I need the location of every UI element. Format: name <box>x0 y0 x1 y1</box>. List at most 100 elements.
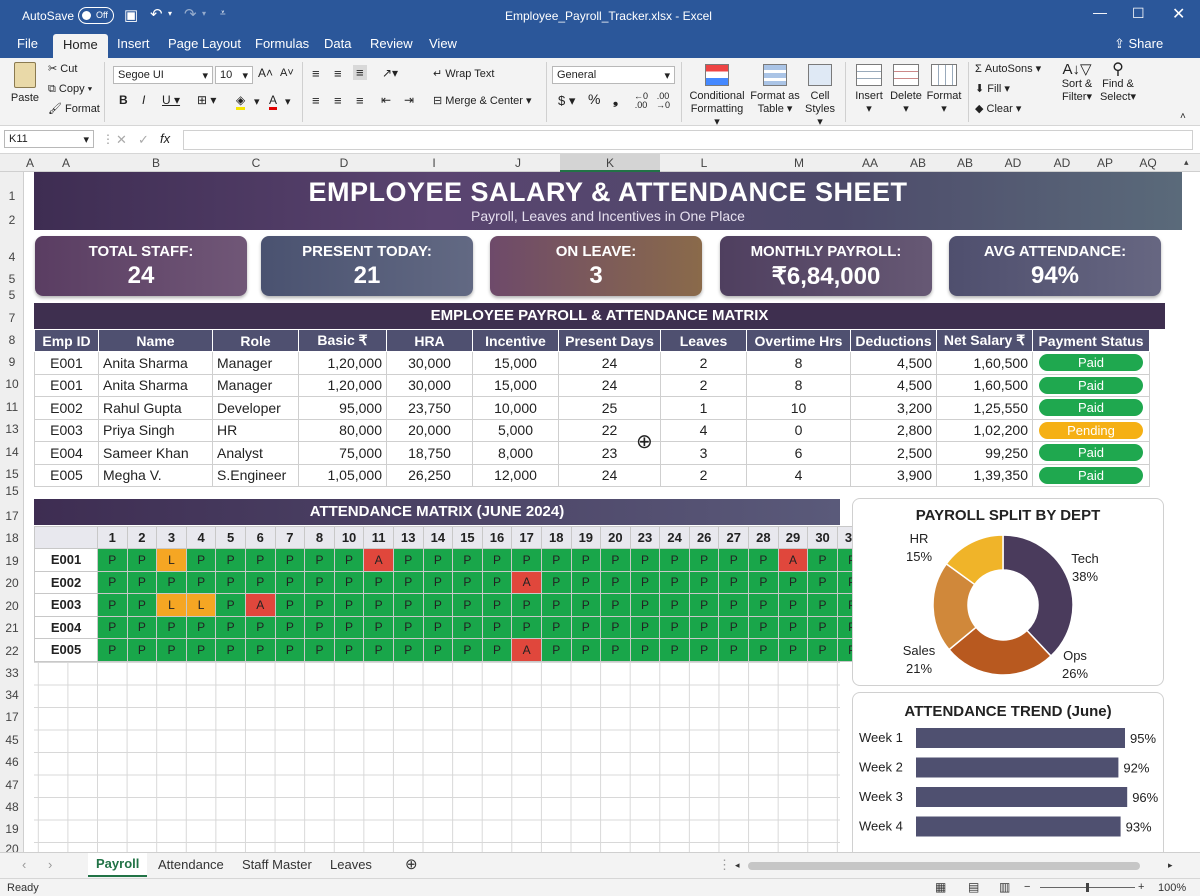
table-cell[interactable]: Rahul Gupta <box>98 396 213 420</box>
attendance-cell[interactable]: P <box>511 548 542 572</box>
table-cell[interactable]: 15,000 <box>472 351 559 375</box>
decrease-indent-icon[interactable]: ⇤ <box>381 93 392 107</box>
employee-id[interactable]: E002 <box>34 570 98 594</box>
table-cell[interactable]: E005 <box>34 463 99 487</box>
attendance-cell[interactable]: P <box>718 548 750 572</box>
tab-page-layout[interactable]: Page Layout <box>168 36 242 51</box>
attendance-cell[interactable]: P <box>600 548 631 572</box>
attendance-cell[interactable]: P <box>333 570 365 594</box>
attendance-cell[interactable]: P <box>274 570 306 594</box>
attendance-cell[interactable]: P <box>659 593 690 617</box>
attendance-cell[interactable]: P <box>570 638 602 662</box>
attendance-cell[interactable]: P <box>540 615 572 639</box>
table-cell[interactable]: 2 <box>660 463 747 487</box>
tab-formulas[interactable]: Formulas <box>255 36 310 51</box>
attendance-cell[interactable]: P <box>777 615 809 639</box>
row-header[interactable]: 45 <box>5 733 19 747</box>
row-header[interactable]: 33 <box>5 666 19 680</box>
align-top-icon[interactable]: ≡ <box>312 66 320 81</box>
page-break-icon[interactable]: ▥ <box>999 880 1011 894</box>
attendance-cell[interactable]: P <box>274 638 306 662</box>
status-badge-cell[interactable]: Paid <box>1032 441 1150 465</box>
attendance-cell[interactable]: P <box>659 548 690 572</box>
attendance-cell[interactable]: P <box>215 615 246 639</box>
attendance-cell[interactable]: P <box>97 593 128 617</box>
table-cell[interactable]: 1,20,000 <box>298 351 387 375</box>
table-cell[interactable]: 15,000 <box>472 373 559 397</box>
attendance-cell[interactable]: P <box>807 570 838 594</box>
attendance-cell[interactable]: P <box>422 638 454 662</box>
table-cell[interactable]: Megha V. <box>98 463 213 487</box>
table-cell[interactable]: 3 <box>660 441 747 465</box>
merge-center-button[interactable]: ⊟ Merge & Center ▾ <box>433 95 532 107</box>
table-cell[interactable]: 2,500 <box>850 441 937 465</box>
row-header[interactable]: 8 <box>8 333 16 347</box>
attendance-cell[interactable]: P <box>688 593 720 617</box>
attendance-cell[interactable]: P <box>185 548 217 572</box>
row-header[interactable]: 17 <box>5 710 19 724</box>
attendance-cell[interactable]: P <box>126 638 158 662</box>
trend-bar[interactable] <box>916 728 1125 748</box>
bold-icon[interactable]: B <box>119 93 128 107</box>
attendance-cell[interactable]: P <box>748 615 779 639</box>
attendance-cell[interactable]: A <box>777 548 809 572</box>
sheet-tab-payroll[interactable]: Payroll <box>88 853 148 877</box>
table-cell[interactable]: Developer <box>212 396 299 420</box>
worksheet[interactable]: EMPLOYEE SALARY & ATTENDANCE SHEET Payro… <box>24 172 1200 852</box>
attendance-cell[interactable]: P <box>629 638 661 662</box>
attendance-cell[interactable]: P <box>777 593 809 617</box>
orientation-icon[interactable]: ↗▾ <box>382 66 399 80</box>
fill-button[interactable]: ⬇ Fill ▾ <box>975 83 1010 95</box>
attendance-cell[interactable]: P <box>244 570 276 594</box>
attendance-cell[interactable]: P <box>570 615 602 639</box>
table-cell[interactable]: 30,000 <box>386 351 473 375</box>
table-cell[interactable]: 3,200 <box>850 396 937 420</box>
row-header[interactable]: 9 <box>8 355 16 369</box>
column-header[interactable]: AQ <box>1139 156 1157 170</box>
attendance-cell[interactable]: A <box>244 593 276 617</box>
attendance-cell[interactable]: P <box>629 570 661 594</box>
attendance-cell[interactable]: P <box>126 570 158 594</box>
delete-cells-button[interactable]: Delete ▾ <box>889 64 923 116</box>
status-badge-cell[interactable]: Paid <box>1032 351 1150 375</box>
align-middle-icon[interactable]: ≡ <box>334 66 342 81</box>
attendance-cell[interactable]: P <box>274 548 306 572</box>
number-format-select[interactable]: General ▾ <box>552 66 675 84</box>
attendance-cell[interactable]: P <box>481 615 513 639</box>
attendance-cell[interactable]: P <box>215 593 246 617</box>
attendance-cell[interactable]: P <box>600 638 631 662</box>
row-header[interactable]: 22 <box>5 644 19 658</box>
attendance-cell[interactable]: P <box>452 570 483 594</box>
sheet-tab-leaves[interactable]: Leaves <box>330 857 372 872</box>
format-cells-button[interactable]: Format ▾ <box>926 64 962 116</box>
attendance-cell[interactable]: P <box>126 615 158 639</box>
tab-view[interactable]: View <box>429 36 457 51</box>
table-cell[interactable]: 4 <box>746 463 851 487</box>
customize-qat-icon[interactable]: ⩡ <box>220 8 226 19</box>
minimize-icon[interactable]: — <box>1093 4 1107 20</box>
attendance-cell[interactable]: P <box>452 593 483 617</box>
table-cell[interactable]: 75,000 <box>298 441 387 465</box>
cancel-icon[interactable]: ✕ <box>116 132 127 147</box>
page-layout-icon[interactable]: ▤ <box>968 880 980 894</box>
normal-view-icon[interactable]: ▦ <box>935 880 947 894</box>
table-cell[interactable]: 1,25,550 <box>936 396 1033 420</box>
table-cell[interactable]: Manager <box>212 351 299 375</box>
undo-dropdown-icon[interactable]: ▾ <box>168 9 173 18</box>
table-cell[interactable]: HR <box>212 418 299 442</box>
copy-button[interactable]: ⧉ Copy ▾ <box>48 83 93 95</box>
add-sheet-icon[interactable]: ⊕ <box>405 856 418 873</box>
attendance-cell[interactable]: P <box>481 570 513 594</box>
sheet-tab-attendance[interactable]: Attendance <box>158 857 224 872</box>
percent-icon[interactable]: % <box>588 91 601 107</box>
attendance-cell[interactable]: P <box>718 638 750 662</box>
decrease-font-icon[interactable]: A˅ <box>280 67 294 79</box>
zoom-out-icon[interactable]: − <box>1024 881 1031 893</box>
table-cell[interactable]: 23 <box>558 441 661 465</box>
increase-indent-icon[interactable]: ⇥ <box>404 93 415 107</box>
table-cell[interactable]: 25 <box>558 396 661 420</box>
underline-icon[interactable]: U ▾ <box>162 93 181 107</box>
redo-dropdown-icon[interactable]: ▾ <box>202 9 207 18</box>
column-header[interactable]: AD <box>1053 156 1071 170</box>
close-icon[interactable]: ✕ <box>1172 6 1186 23</box>
